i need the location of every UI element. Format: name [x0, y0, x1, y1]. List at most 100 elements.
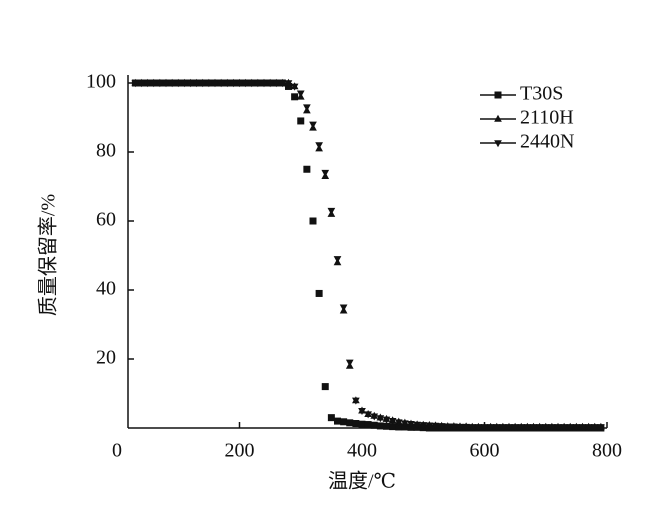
data-point — [284, 80, 293, 88]
data-point — [303, 165, 311, 173]
data-point — [241, 80, 250, 88]
data-point — [364, 411, 372, 419]
data-point — [162, 80, 170, 88]
data-point — [443, 423, 452, 431]
data-point — [370, 413, 379, 421]
data-point — [149, 80, 158, 88]
data-point — [156, 80, 164, 88]
data-point — [346, 419, 354, 427]
data-point — [407, 421, 415, 429]
data-point — [431, 422, 440, 430]
data-point — [211, 80, 219, 88]
data-point — [315, 142, 323, 150]
data-point — [340, 418, 348, 426]
x-axis-label: 温度/℃ — [328, 470, 396, 493]
data-point — [450, 423, 458, 431]
data-point — [174, 80, 183, 88]
legend-marker — [494, 91, 502, 99]
y-axis-label: 质量保留率/% — [37, 194, 60, 316]
y-tick-label: 80 — [96, 140, 116, 162]
data-point — [395, 423, 403, 431]
data-point — [548, 424, 556, 432]
legend-marker — [494, 140, 502, 148]
data-point — [572, 424, 581, 432]
data-point — [229, 80, 238, 88]
data-point — [541, 424, 550, 432]
data-point — [474, 424, 483, 432]
data-point — [180, 80, 189, 88]
data-point — [291, 93, 299, 101]
data-point — [382, 416, 391, 424]
data-point — [554, 424, 562, 432]
data-point — [297, 117, 305, 125]
data-point — [137, 80, 146, 88]
data-point — [198, 80, 207, 88]
x-tick-label: 0 — [112, 440, 122, 462]
data-point — [327, 414, 335, 422]
data-point — [309, 121, 317, 129]
x-tick-label: 800 — [592, 440, 622, 462]
legend-label: 2440N — [520, 131, 574, 153]
data-point — [192, 80, 201, 88]
data-point — [327, 207, 336, 215]
data-point — [143, 80, 152, 88]
legend-label: 2110H — [520, 107, 574, 129]
data-point — [560, 424, 568, 432]
data-point — [370, 421, 378, 429]
y-tick-label: 100 — [86, 71, 116, 93]
y-tick-label: 60 — [96, 209, 116, 231]
legend-label: T30S — [520, 83, 563, 105]
data-point — [223, 80, 232, 88]
data-point — [480, 424, 489, 432]
data-point — [535, 424, 544, 432]
data-point — [383, 422, 390, 430]
data-point — [333, 256, 342, 264]
data-point — [339, 304, 348, 312]
legend-marker — [494, 114, 502, 122]
data-point — [235, 80, 244, 88]
data-point — [296, 90, 305, 98]
data-point — [205, 80, 213, 88]
data-point — [358, 407, 366, 415]
data-point — [523, 424, 532, 432]
data-point — [419, 422, 428, 430]
data-point — [272, 80, 281, 88]
y-tick-label: 40 — [96, 278, 116, 300]
data-point — [584, 424, 593, 432]
data-point — [468, 424, 477, 432]
data-point — [590, 424, 599, 432]
data-point — [334, 417, 341, 425]
data-point — [505, 424, 513, 432]
data-point — [358, 420, 366, 428]
data-point — [388, 417, 397, 425]
y-tick-label: 20 — [96, 347, 116, 369]
data-point — [376, 422, 384, 430]
data-point — [413, 421, 421, 429]
data-point — [131, 80, 140, 88]
data-point — [247, 80, 256, 88]
data-point — [517, 424, 526, 432]
data-point — [389, 423, 397, 431]
data-point — [278, 80, 287, 88]
data-point — [456, 423, 464, 431]
data-point — [321, 383, 329, 391]
data-point — [486, 424, 495, 432]
data-point — [309, 217, 317, 225]
data-point — [529, 424, 538, 432]
x-tick-label: 400 — [347, 440, 377, 462]
data-point — [345, 359, 354, 367]
data-point — [376, 415, 385, 423]
data-point — [425, 422, 434, 430]
data-point — [168, 80, 176, 88]
data-point — [578, 424, 587, 432]
data-point — [499, 424, 507, 432]
data-point — [401, 420, 409, 428]
data-point — [352, 420, 360, 428]
data-point — [597, 424, 605, 432]
data-point — [511, 424, 519, 432]
data-point — [492, 424, 501, 432]
data-point — [303, 104, 311, 112]
x-tick-label: 200 — [225, 440, 255, 462]
